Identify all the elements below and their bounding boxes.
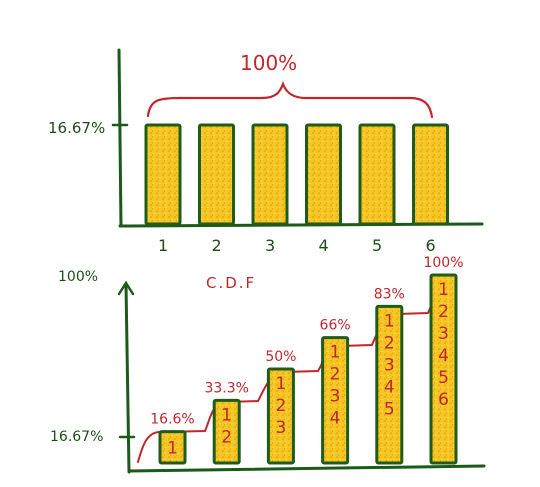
cdf-bar-5-digit-3: 3 <box>384 355 395 375</box>
top-bar-2 <box>198 123 235 226</box>
top-x-tick-labels: 1 2 3 4 5 6 <box>158 236 436 255</box>
top-bar-4 <box>305 123 342 226</box>
top-x-tick-label-6: 6 <box>426 236 436 255</box>
cdf-bar-6 <box>429 273 458 465</box>
bottom-x-axis <box>127 464 486 473</box>
cdf-data-label-4: 66% <box>320 318 351 334</box>
cdf-bar-3 <box>266 367 295 465</box>
cdf-data-label-2: 33.3% <box>204 380 248 396</box>
top-x-tick-label-2: 2 <box>212 236 222 255</box>
cdf-bar-3-digit-2: 2 <box>275 396 286 416</box>
cdf-bar-6-digit-6: 6 <box>438 390 449 410</box>
cdf-bar-6-digit-4: 4 <box>438 346 449 366</box>
cdf-data-label-6: 100% <box>423 255 463 271</box>
top-chart: 16.67% 100% 1 2 3 4 5 6 <box>48 48 484 255</box>
top-x-tick-label-4: 4 <box>319 236 329 255</box>
cdf-bar-6-digit-3: 3 <box>438 324 449 344</box>
cdf-bar-5-digit-2: 2 <box>384 333 395 353</box>
top-brace-label: 100% <box>240 51 297 75</box>
top-y-axis <box>117 48 123 228</box>
cdf-bar-4-digit-4: 4 <box>330 409 341 429</box>
top-x-tick-label-1: 1 <box>158 236 168 255</box>
cdf-bar-5 <box>375 304 404 465</box>
bottom-y-axis <box>124 283 131 474</box>
cdf-bar-2 <box>212 398 241 465</box>
bottom-y-axis-arrow <box>117 280 135 296</box>
cdf-bar-4-digit-1: 1 <box>330 343 341 363</box>
cdf-bar-1 <box>158 430 187 465</box>
top-x-tick-label-5: 5 <box>372 236 382 255</box>
top-bar-1 <box>144 123 182 226</box>
cdf-data-label-3: 50% <box>265 349 296 365</box>
bottom-ytick-label-16: 16.67% <box>50 429 103 445</box>
cdf-bar-1-digit-1: 1 <box>167 438 178 458</box>
cdf-bar-2-digit-2: 2 <box>221 427 232 447</box>
cdf-bar-6-digit-2: 2 <box>438 302 449 322</box>
cdf-bar-6-digit-1: 1 <box>438 280 449 300</box>
cdf-bar-5-digit-1: 1 <box>384 311 395 331</box>
bottom-chart: C.D.F 100% 16.67% 112123123412345123456 … <box>50 255 486 474</box>
top-bar-6 <box>412 123 449 226</box>
cdf-data-label-1: 16.6% <box>150 412 194 428</box>
top-bar-3 <box>251 123 289 226</box>
cdf-bar-5-digit-5: 5 <box>384 399 395 419</box>
bottom-ytick-label-100: 100% <box>58 269 98 285</box>
cdf-bar-4-digit-3: 3 <box>330 387 341 407</box>
top-bars <box>144 123 449 226</box>
cdf-bar-6-digit-5: 5 <box>438 368 449 388</box>
cdf-bar-3-digit-1: 1 <box>275 374 286 394</box>
cdf-bar-3-digit-3: 3 <box>275 418 286 438</box>
cdf-bar-2-digit-1: 1 <box>221 405 232 425</box>
top-bar-5 <box>358 123 396 226</box>
cdf-bar-4-digit-2: 2 <box>330 365 341 385</box>
cdf-bar-5-digit-4: 4 <box>384 377 395 397</box>
top-x-tick-label-3: 3 <box>265 236 275 255</box>
bottom-data-labels: 16.6% 33.3% 50% 66% 83% 100% <box>150 255 463 428</box>
top-brace <box>146 80 434 119</box>
top-ytick-label: 16.67% <box>48 119 105 137</box>
bottom-chart-title: C.D.F <box>206 274 256 292</box>
cdf-data-label-5: 83% <box>374 286 405 302</box>
cdf-bar-4 <box>321 336 350 465</box>
